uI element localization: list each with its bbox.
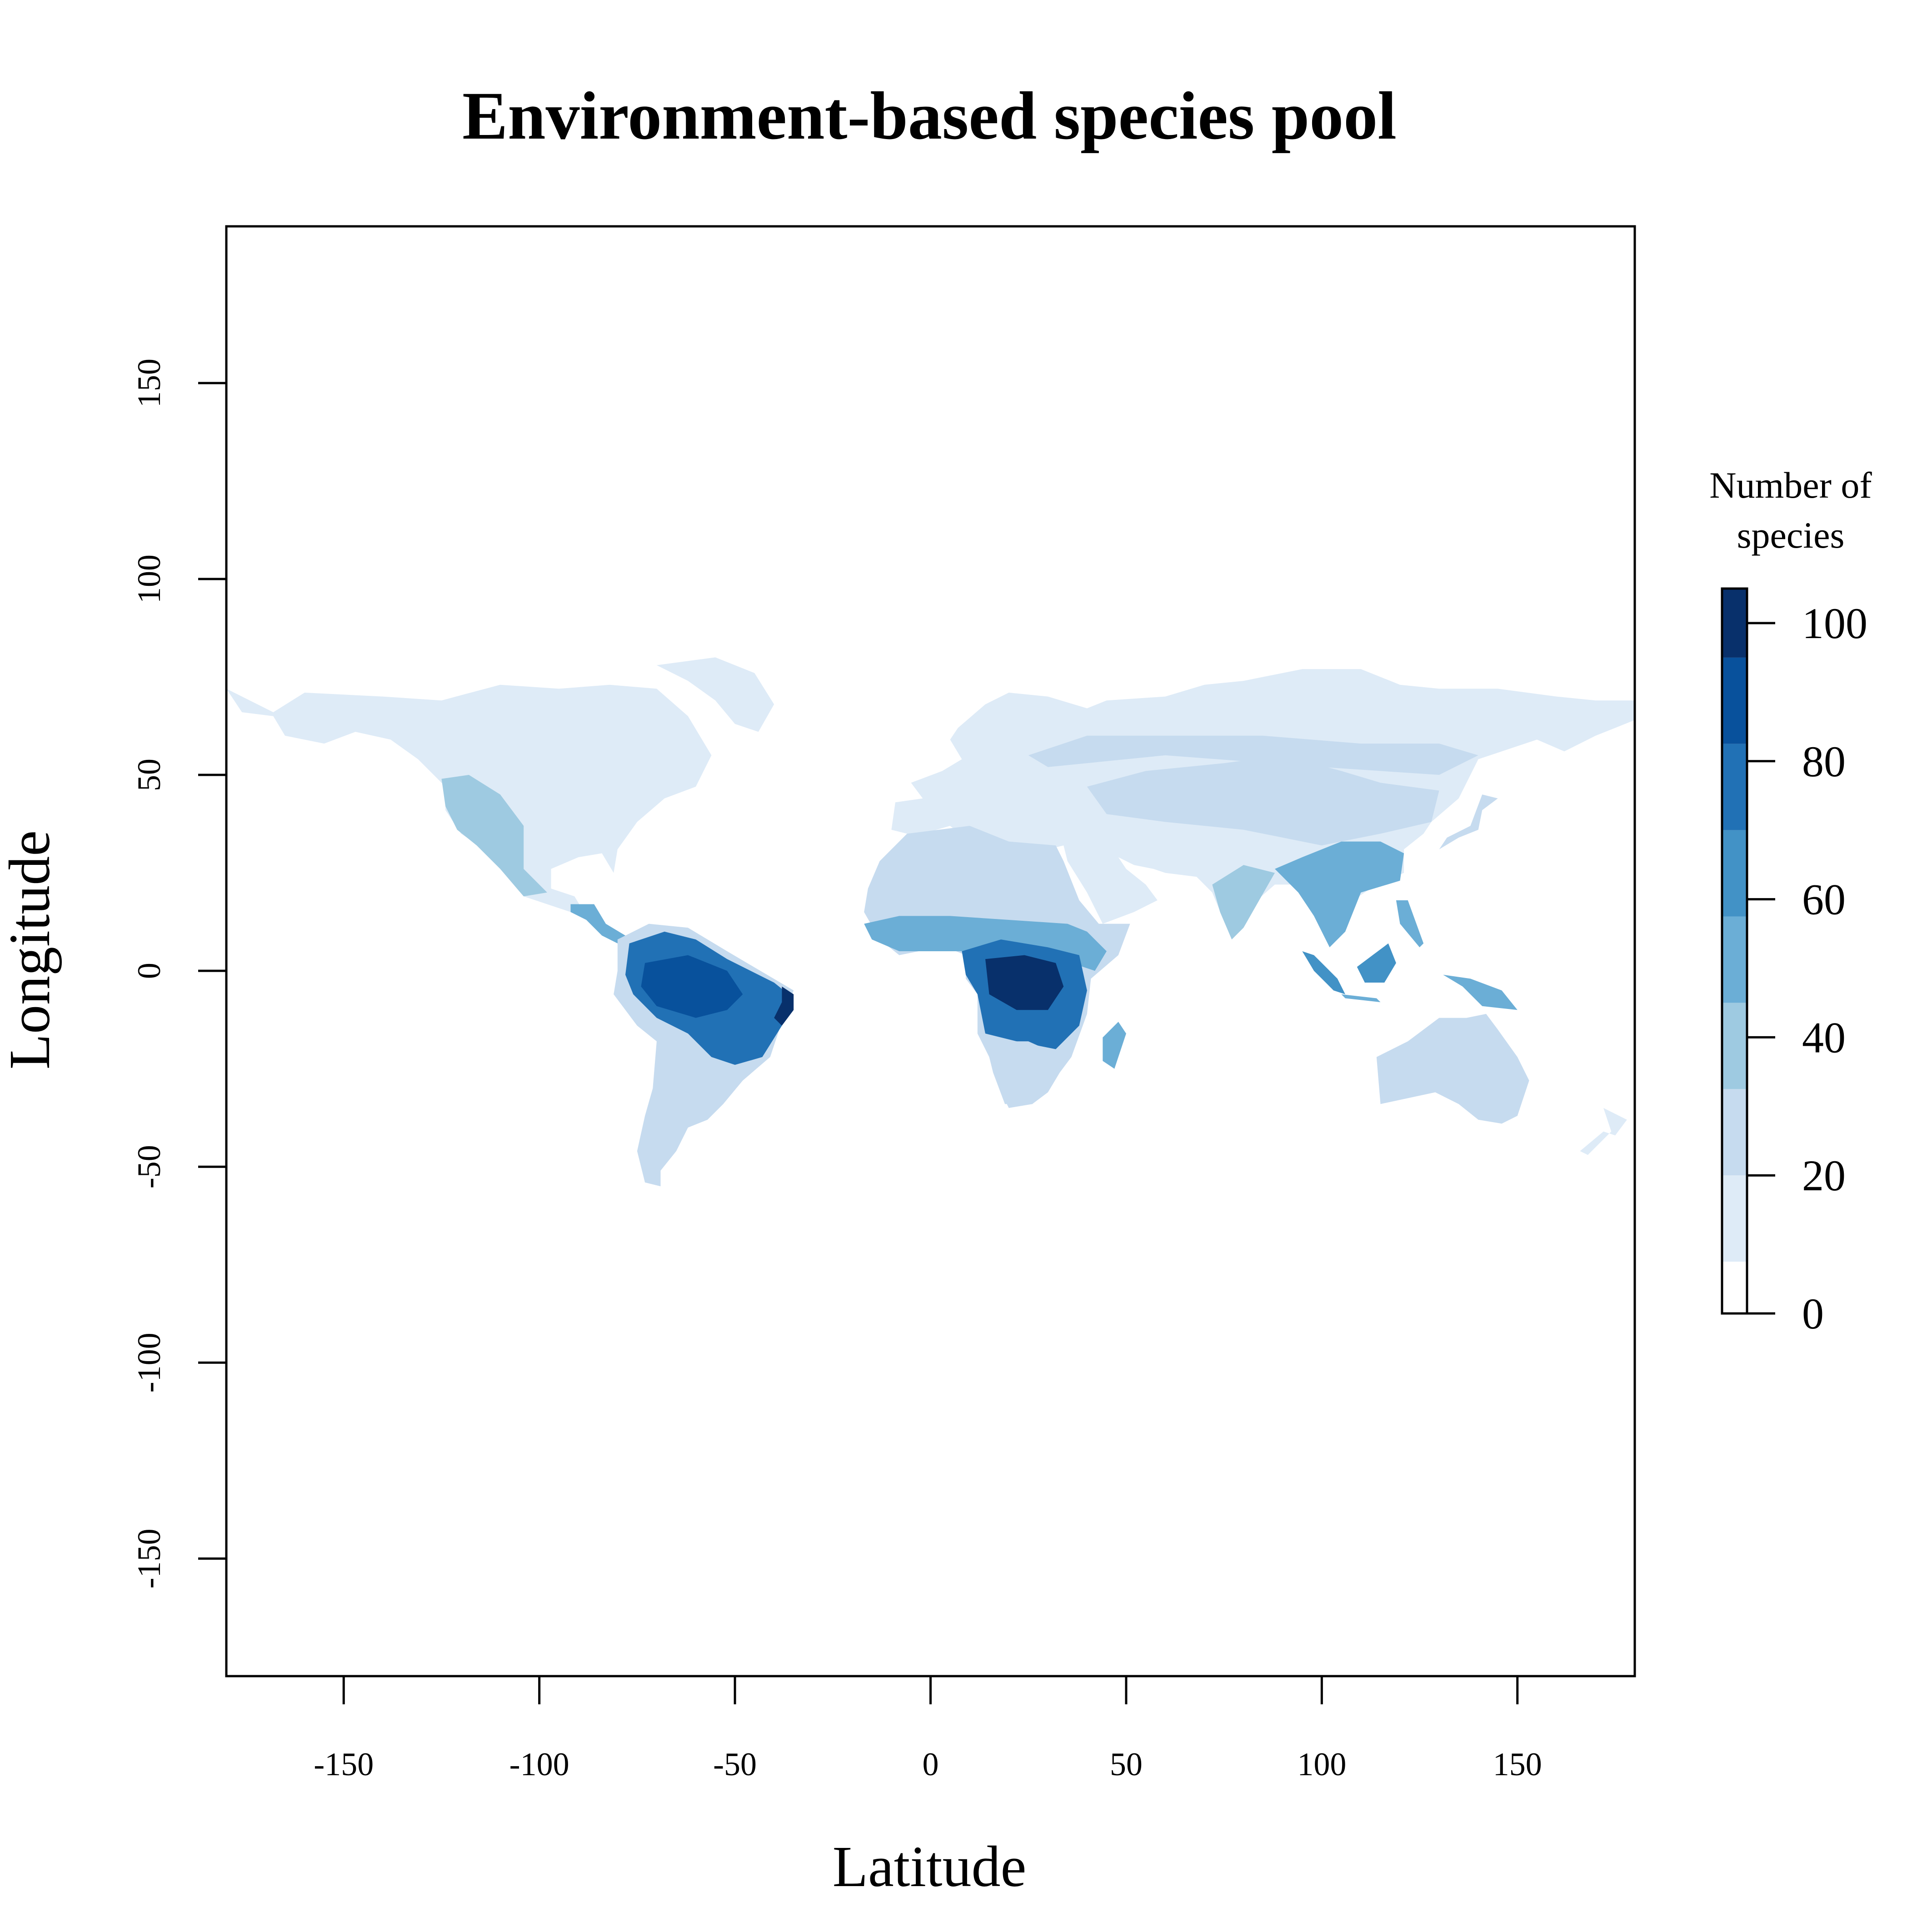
x-axis: -150 -100 -50 0 50 100 150 [314,1676,1542,1782]
legend-bin [1722,1262,1747,1313]
y-tick-label: -50 [131,1145,167,1188]
map-region-2 [656,657,774,732]
map-region-7 [774,986,794,1026]
map-region-12 [1212,865,1275,940]
y-tick-label: 50 [131,759,167,791]
map-region-10 [1028,735,1478,775]
x-axis-title: Latitude [833,1834,1027,1899]
map-region-21 [1341,994,1381,1003]
legend-title-line-1: Number of [1709,464,1872,506]
legend-colorbar [1722,589,1747,1313]
legend-bin [1722,1089,1747,1176]
map-region-6 [641,955,743,1018]
legend-ticks: 0 20 40 60 80 100 [1747,599,1867,1338]
map-region-1 [441,775,547,897]
legend-bin [1722,657,1747,744]
legend-tick-label: 60 [1802,875,1846,924]
legend-tick-label: 20 [1802,1151,1846,1200]
x-tick-label: 150 [1493,1746,1542,1782]
map-region-3 [570,904,634,944]
legend-tick-label: 80 [1802,737,1846,786]
y-tick-label: 150 [131,359,167,408]
x-tick-label: -100 [509,1746,569,1782]
map-region-25 [1439,794,1498,849]
legend-tick-label: 40 [1802,1013,1846,1062]
map-region-18 [1103,1022,1126,1069]
map-region-22 [1396,900,1424,948]
legend-bin [1722,830,1747,917]
legend: Number of species 0 20 40 60 80 100 [1709,464,1872,1338]
map-region-20 [1302,951,1345,994]
legend-bin [1722,1175,1747,1262]
legend-tick-label: 0 [1802,1289,1824,1338]
y-tick-label: -150 [131,1528,167,1588]
legend-bin [1722,1003,1747,1089]
map-region-26 [1580,1108,1627,1155]
y-axis: -150 -100 -50 0 50 100 150 [131,359,226,1588]
legend-title-line-2: species [1737,514,1845,556]
x-tick-label: 0 [923,1746,939,1782]
y-tick-label: 0 [131,963,167,979]
map-layer [226,657,1635,1187]
y-axis-title: Longitude [0,830,62,1069]
x-tick-label: 100 [1297,1746,1346,1782]
legend-bin [1722,916,1747,1003]
legend-bin [1722,744,1747,830]
legend-tick-label: 100 [1802,599,1867,648]
map-region-14 [864,916,1107,971]
map-region-23 [1443,974,1518,1010]
legend-bin [1722,589,1747,658]
x-tick-label: 50 [1110,1746,1143,1782]
map-region-24 [1376,1013,1529,1124]
map-region-17 [985,1041,1064,1104]
y-tick-label: 100 [131,554,167,604]
chart-title: Environment-based species pool [462,78,1397,154]
legend-colorbar-frame [1721,587,1748,1315]
x-tick-label: -50 [713,1746,757,1782]
y-tick-label: -100 [131,1333,167,1393]
map-region-19 [1357,943,1396,983]
x-tick-label: -150 [314,1746,374,1782]
map-region-11 [1275,841,1404,948]
map-region-16 [985,955,1064,1010]
map-region-9 [1087,755,1439,846]
